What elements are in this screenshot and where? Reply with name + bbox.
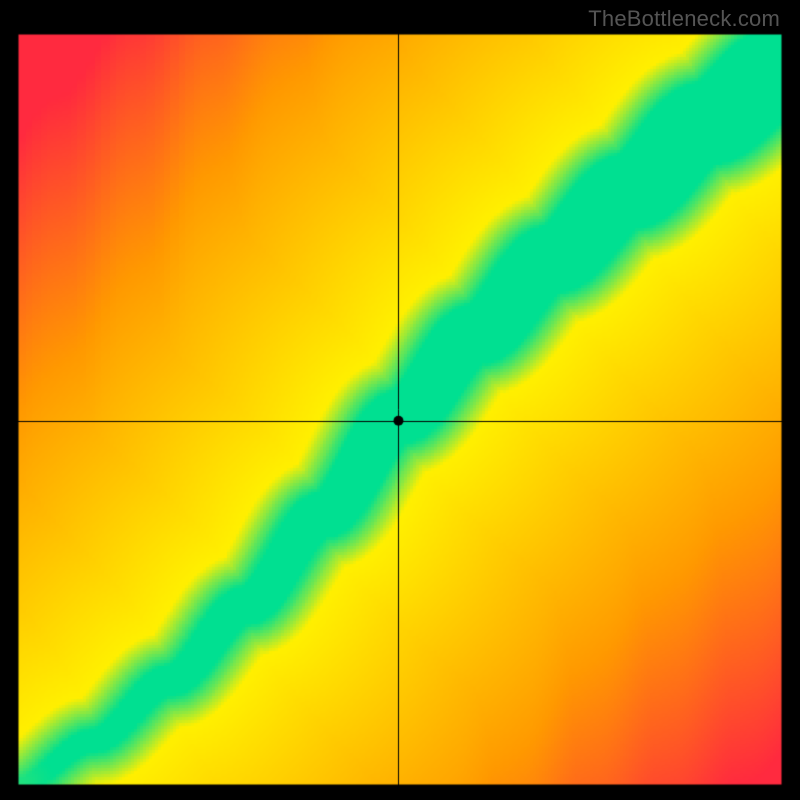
bottleneck-heatmap <box>0 0 800 800</box>
watermark-text: TheBottleneck.com <box>588 6 780 32</box>
